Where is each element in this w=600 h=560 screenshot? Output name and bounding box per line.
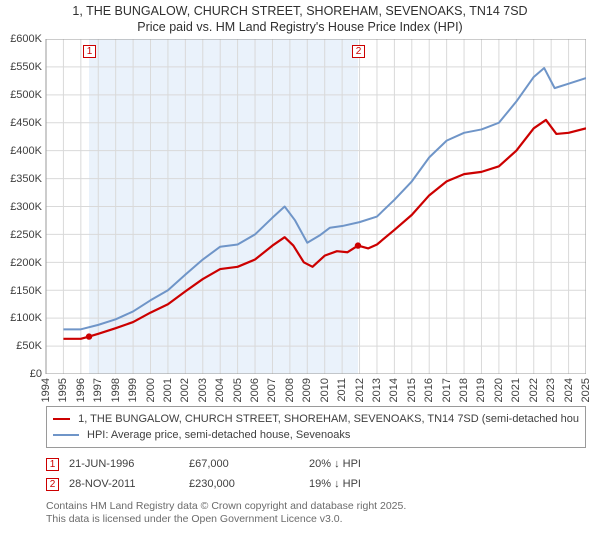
x-tick-label: 2016 xyxy=(423,378,435,402)
transaction-date: 28-NOV-2011 xyxy=(69,478,179,490)
transaction-row: 2 28-NOV-2011 £230,000 19% ↓ HPI xyxy=(46,474,586,494)
transaction-marker-small: 2 xyxy=(46,478,59,491)
x-tick-label: 2008 xyxy=(284,378,296,402)
x-tick-label: 2014 xyxy=(388,378,400,402)
transaction-date: 21-JUN-1996 xyxy=(69,458,179,470)
x-tick-label: 2025 xyxy=(580,378,592,402)
y-tick-label: £600K xyxy=(2,33,46,45)
x-tick-label: 1997 xyxy=(92,378,104,402)
transaction-dot xyxy=(355,243,361,249)
x-tick-label: 1996 xyxy=(75,378,87,402)
y-tick-label: £250K xyxy=(2,229,46,241)
transaction-delta: 19% ↓ HPI xyxy=(309,478,429,490)
transaction-price: £67,000 xyxy=(189,458,299,470)
legend-swatch xyxy=(53,434,79,436)
transaction-marker: 1 xyxy=(83,45,96,58)
legend-swatch xyxy=(53,418,70,420)
y-tick-label: £550K xyxy=(2,61,46,73)
x-tick-label: 2013 xyxy=(371,378,383,402)
x-tick-label: 2002 xyxy=(179,378,191,402)
x-tick-label: 2020 xyxy=(493,378,505,402)
x-tick-label: 1999 xyxy=(127,378,139,402)
legend-label: 1, THE BUNGALOW, CHURCH STREET, SHOREHAM… xyxy=(78,413,579,425)
x-tick-label: 2015 xyxy=(406,378,418,402)
x-tick-label: 2022 xyxy=(528,378,540,402)
y-tick-label: £50K xyxy=(2,340,46,352)
x-tick-label: 2006 xyxy=(249,378,261,402)
attribution-footer: Contains HM Land Registry data © Crown c… xyxy=(46,500,586,526)
x-tick-label: 2000 xyxy=(145,378,157,402)
price-chart: £0£50K£100K£150K£200K£250K£300K£350K£400… xyxy=(0,39,586,374)
y-tick-label: £400K xyxy=(2,145,46,157)
legend-row: 1, THE BUNGALOW, CHURCH STREET, SHOREHAM… xyxy=(53,411,579,427)
legend: 1, THE BUNGALOW, CHURCH STREET, SHOREHAM… xyxy=(46,406,586,448)
transaction-marker-small: 1 xyxy=(46,458,59,471)
x-tick-label: 2004 xyxy=(214,378,226,402)
legend-row: HPI: Average price, semi-detached house,… xyxy=(53,427,579,443)
x-tick-label: 2001 xyxy=(162,378,174,402)
chart-title: 1, THE BUNGALOW, CHURCH STREET, SHOREHAM… xyxy=(0,0,600,37)
footer-line-1: Contains HM Land Registry data © Crown c… xyxy=(46,500,586,513)
y-tick-label: £100K xyxy=(2,312,46,324)
y-tick-label: £200K xyxy=(2,257,46,269)
y-tick-label: £300K xyxy=(2,201,46,213)
transaction-dot xyxy=(86,334,92,340)
x-tick-label: 1995 xyxy=(57,378,69,402)
x-tick-label: 2017 xyxy=(441,378,453,402)
transaction-delta: 20% ↓ HPI xyxy=(309,458,429,470)
y-tick-label: £450K xyxy=(2,117,46,129)
x-tick-label: 2023 xyxy=(545,378,557,402)
x-tick-label: 2024 xyxy=(563,378,575,402)
y-tick-label: £150K xyxy=(2,285,46,297)
footer-line-2: This data is licensed under the Open Gov… xyxy=(46,513,586,526)
x-tick-label: 2012 xyxy=(354,378,366,402)
x-tick-label: 2007 xyxy=(266,378,278,402)
transaction-marker: 2 xyxy=(352,45,365,58)
title-line-2: Price paid vs. HM Land Registry's House … xyxy=(0,20,600,36)
x-tick-label: 2005 xyxy=(232,378,244,402)
x-tick-label: 2019 xyxy=(475,378,487,402)
x-tick-label: 2011 xyxy=(336,378,348,402)
title-line-1: 1, THE BUNGALOW, CHURCH STREET, SHOREHAM… xyxy=(0,4,600,20)
transaction-price: £230,000 xyxy=(189,478,299,490)
y-tick-label: £350K xyxy=(2,173,46,185)
x-tick-label: 2003 xyxy=(197,378,209,402)
legend-label: HPI: Average price, semi-detached house,… xyxy=(87,429,350,441)
x-tick-label: 2018 xyxy=(458,378,470,402)
transaction-row: 1 21-JUN-1996 £67,000 20% ↓ HPI xyxy=(46,454,586,474)
x-tick-label: 1994 xyxy=(40,378,52,402)
x-tick-label: 2021 xyxy=(510,378,522,402)
transaction-list: 1 21-JUN-1996 £67,000 20% ↓ HPI 2 28-NOV-2011… xyxy=(46,454,586,494)
y-tick-label: £500K xyxy=(2,89,46,101)
x-tick-label: 1998 xyxy=(110,378,122,402)
x-tick-label: 2010 xyxy=(319,378,331,402)
x-tick-label: 2009 xyxy=(301,378,313,402)
